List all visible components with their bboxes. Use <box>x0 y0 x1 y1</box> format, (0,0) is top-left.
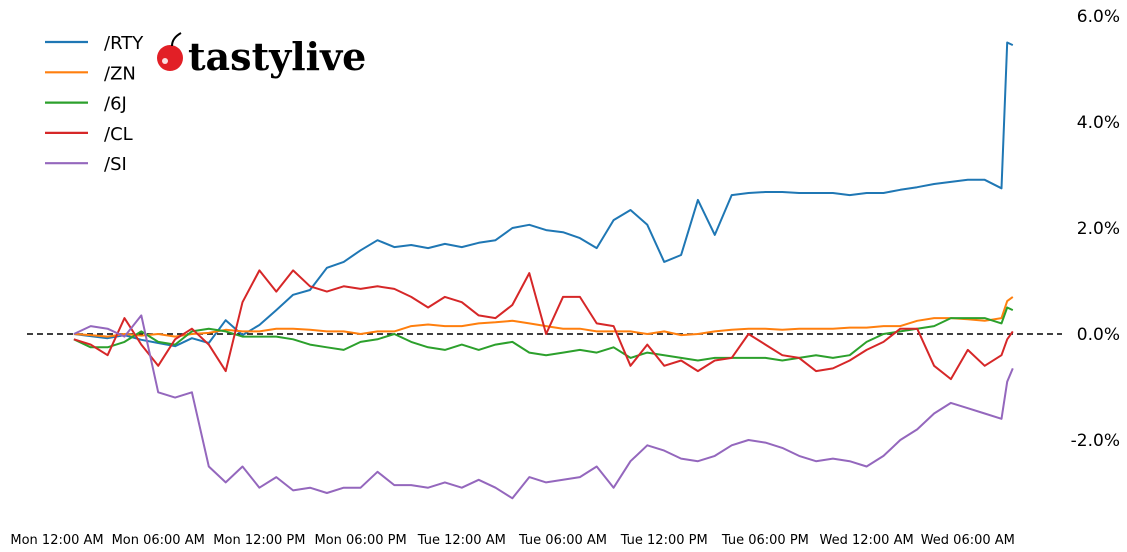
legend-item: /ZN <box>45 63 136 84</box>
legend-label: /6J <box>104 94 127 115</box>
legend-label: /RTY <box>104 33 144 54</box>
x-tick-label: Tue 12:00 AM <box>417 533 506 548</box>
logo-text: tastylive <box>188 34 366 79</box>
legend-item: /CL <box>45 124 133 145</box>
x-tick-label: Mon 06:00 PM <box>314 533 406 548</box>
x-tick-label: Tue 06:00 AM <box>518 533 607 548</box>
legend-label: /SI <box>104 154 127 175</box>
x-tick-label: Wed 12:00 AM <box>820 533 914 548</box>
series-lines <box>73 41 1014 500</box>
legend-item: /RTY <box>45 33 144 54</box>
x-tick-label: Tue 06:00 PM <box>721 533 809 548</box>
x-tick-label: Mon 12:00 AM <box>10 533 103 548</box>
x-axis-ticks: Mon 12:00 AM Mon 06:00 AM Mon 12:00 PM Mon … <box>10 533 1015 548</box>
cherry-icon <box>157 32 183 71</box>
series-line-zn <box>73 296 1014 338</box>
legend-label: /ZN <box>104 63 136 84</box>
tastylive-logo: tastylive <box>157 32 366 79</box>
series-line-cl <box>73 269 1014 381</box>
y-tick-label: 0.0% <box>1077 325 1120 345</box>
x-tick-label: Wed 06:00 AM <box>921 533 1015 548</box>
series-line-si <box>73 314 1014 500</box>
x-tick-label: Mon 06:00 AM <box>112 533 205 548</box>
y-tick-label: 4.0% <box>1077 113 1120 133</box>
legend-item: /6J <box>45 94 127 115</box>
y-tick-label: 6.0% <box>1077 7 1120 27</box>
x-tick-label: Tue 12:00 PM <box>620 533 708 548</box>
x-tick-label: Mon 12:00 PM <box>213 533 305 548</box>
series-line-rty <box>73 41 1014 348</box>
y-tick-label: -2.0% <box>1071 431 1120 451</box>
y-axis-ticks: 6.0% 4.0% 2.0% 0.0% -2.0% <box>1071 7 1120 451</box>
legend: /RTY/ZN/6J/CL/SI <box>45 33 144 175</box>
y-tick-label: 2.0% <box>1077 219 1120 239</box>
legend-item: /SI <box>45 154 127 175</box>
legend-label: /CL <box>104 124 133 145</box>
